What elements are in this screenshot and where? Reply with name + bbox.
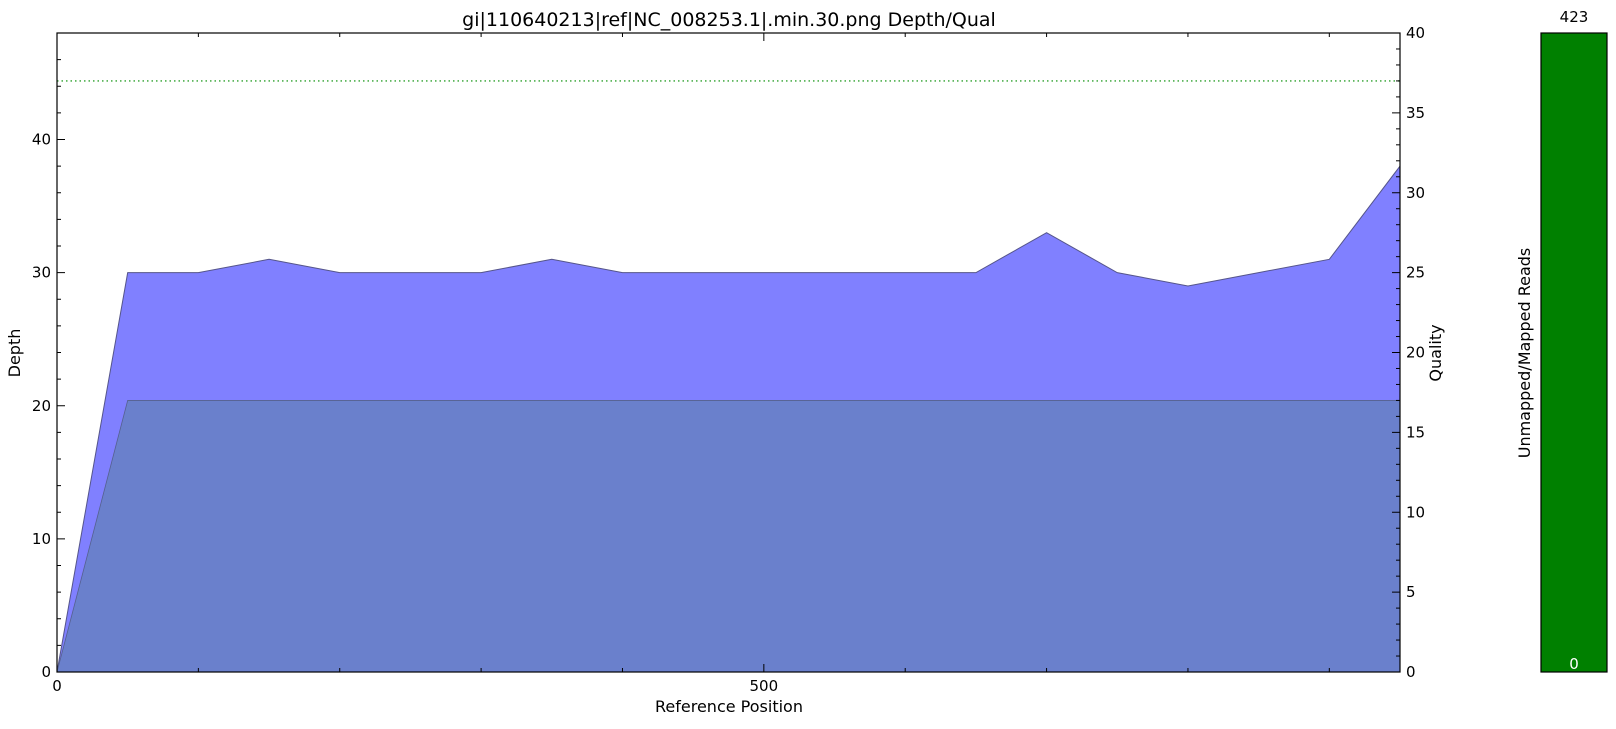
y-tick-label: 40 bbox=[32, 131, 51, 149]
y-tick-label: 0 bbox=[41, 663, 51, 681]
reads-bar-chart: 423 0 Unmapped/Mapped Reads bbox=[1515, 8, 1608, 673]
reads-bar-bottom-label: 0 bbox=[1569, 655, 1579, 673]
axis-ticks: 0 10 20 30 40 0 5 10 15 20 25 30 35 40 0 500 bbox=[32, 24, 1425, 695]
x-axis-label: Reference Position bbox=[655, 697, 803, 716]
chart-title: gi|110640213|ref|NC_008253.1|.min.30.png… bbox=[462, 9, 996, 31]
y2-tick-label: 10 bbox=[1406, 503, 1425, 521]
y-tick-label: 30 bbox=[32, 264, 51, 282]
plot-area bbox=[56, 32, 1401, 673]
reads-bar-axis-label: Unmapped/Mapped Reads bbox=[1515, 248, 1534, 459]
y2-tick-label: 40 bbox=[1406, 24, 1425, 42]
quality-area-series bbox=[56, 400, 1401, 673]
y2-tick-label: 5 bbox=[1406, 583, 1416, 601]
reads-bar-top-label: 423 bbox=[1560, 8, 1589, 26]
mapped-reads-bar bbox=[1540, 32, 1608, 673]
y2-tick-label: 20 bbox=[1406, 344, 1425, 362]
y2-tick-label: 25 bbox=[1406, 264, 1425, 282]
y-tick-label: 20 bbox=[32, 397, 51, 415]
x-tick-label: 500 bbox=[750, 677, 779, 695]
y2-tick-label: 35 bbox=[1406, 104, 1425, 122]
y2-tick-label: 15 bbox=[1406, 423, 1425, 441]
y2-tick-label: 0 bbox=[1406, 663, 1416, 681]
y-axis-label: Depth bbox=[5, 329, 24, 378]
y2-axis-label: Quality bbox=[1426, 324, 1445, 381]
y-tick-label: 10 bbox=[32, 530, 51, 548]
x-tick-label: 0 bbox=[52, 677, 62, 695]
y2-tick-label: 30 bbox=[1406, 184, 1425, 202]
